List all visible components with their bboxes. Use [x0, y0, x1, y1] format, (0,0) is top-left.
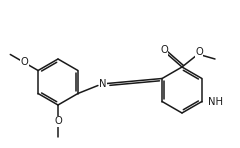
Text: N: N [99, 78, 107, 89]
Text: O: O [195, 47, 203, 57]
Text: O: O [20, 57, 28, 67]
Text: O: O [160, 45, 168, 55]
Text: NH: NH [208, 96, 223, 107]
Text: O: O [54, 116, 62, 126]
